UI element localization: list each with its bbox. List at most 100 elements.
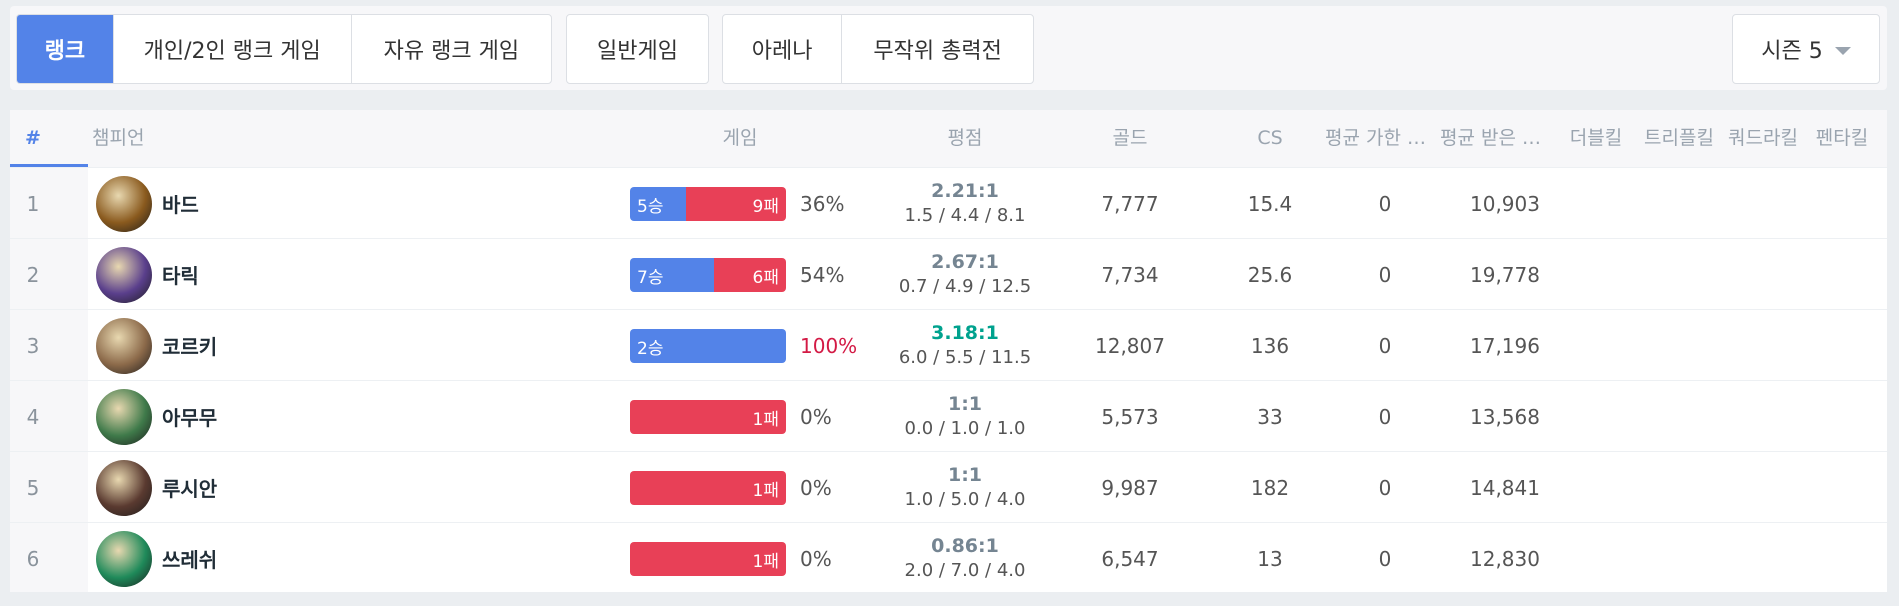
- cs-value: 136: [1250, 333, 1290, 358]
- col-cs[interactable]: CS: [1257, 127, 1283, 149]
- kda-detail: 0.7 / 4.9 / 12.5: [898, 276, 1032, 297]
- kda-ratio: 2.21:1: [931, 180, 999, 202]
- gold-value: 7,734: [1101, 262, 1159, 287]
- col-games[interactable]: 게임: [722, 127, 758, 149]
- damage-taken-value: 19,778: [1470, 262, 1540, 287]
- col-num[interactable]: #: [25, 127, 41, 149]
- row-rank: 4: [26, 404, 40, 429]
- gold-value: 5,573: [1101, 404, 1159, 429]
- win-rate: 36%: [800, 191, 845, 216]
- champion-stats-table: # 챔피언 게임 평점 골드 CS 평균 가한 피해량 평균 받은 피해량 더블…: [10, 110, 1887, 592]
- row-rank: 6: [26, 546, 40, 571]
- kda-detail: 2.0 / 7.0 / 4.0: [904, 560, 1026, 581]
- table-row[interactable]: 1 바드 5승 9패 36% 2.21:1 1.5 / 4.4 / 8.1 7,…: [10, 167, 1887, 238]
- champion-cell[interactable]: 쓰레쉬: [96, 523, 217, 594]
- champion-name: 코르키: [162, 335, 218, 359]
- col-double-kill[interactable]: 더블킬: [1569, 127, 1623, 149]
- col-quadra-kill[interactable]: 쿼드라킬: [1728, 127, 1798, 149]
- col-champion[interactable]: 챔피언: [92, 127, 145, 149]
- season-select[interactable]: 시즌 5: [1732, 14, 1880, 84]
- table-row[interactable]: 4 아무무 1패 0% 1:1 0.0 / 1.0 / 1.0 5,573 33…: [10, 380, 1887, 451]
- damage-dealt-value: 0: [1378, 333, 1392, 358]
- damage-dealt-value: 0: [1378, 475, 1392, 500]
- tab-arena[interactable]: 아레나: [723, 15, 843, 83]
- cs-value: 15.4: [1247, 191, 1293, 216]
- row-rank: 2: [26, 262, 40, 287]
- loss-count: 6패: [714, 258, 786, 292]
- table-row[interactable]: 5 루시안 1패 0% 1:1 1.0 / 5.0 / 4.0 9,987 18…: [10, 451, 1887, 522]
- damage-dealt-value: 0: [1378, 404, 1392, 429]
- queue-filter-bar: 랭크 개인/2인 랭크 게임 자유 랭크 게임 일반게임 아레나 무작위 총력전…: [10, 6, 1887, 90]
- champion-cell[interactable]: 아무무: [96, 381, 217, 452]
- mode-tab-group: 아레나 무작위 총력전: [722, 14, 1034, 84]
- win-loss-bar: 1패: [630, 542, 786, 576]
- cs-value: 182: [1250, 475, 1290, 500]
- win-loss-bar: 1패: [630, 471, 786, 505]
- table-row[interactable]: 3 코르키 2승 100% 3.18:1 6.0 / 5.5 / 11.5 12…: [10, 309, 1887, 380]
- lucian-avatar: [96, 459, 152, 516]
- kda-cell: 2.21:1 1.5 / 4.4 / 8.1: [870, 168, 1060, 239]
- kda-detail: 0.0 / 1.0 / 1.0: [904, 418, 1026, 439]
- normal-tab-group: 일반게임: [566, 14, 709, 84]
- loss-count: 1패: [630, 400, 786, 434]
- kda-ratio: 1:1: [947, 393, 983, 415]
- win-loss-bar: 5승 9패: [630, 187, 786, 221]
- tab-flex[interactable]: 자유 랭크 게임: [383, 39, 520, 64]
- win-rate: 0%: [800, 404, 832, 429]
- kda-detail: 1.0 / 5.0 / 4.0: [904, 489, 1026, 510]
- col-damage-dealt[interactable]: 평균 가한 피해량: [1325, 127, 1437, 149]
- kda-cell: 0.86:1 2.0 / 7.0 / 4.0: [870, 523, 1060, 594]
- champion-name: 바드: [162, 193, 199, 217]
- win-count: 7승: [630, 258, 714, 292]
- win-loss-bar: 7승 6패: [630, 258, 786, 292]
- chevron-down-icon: [1834, 46, 1851, 55]
- thresh-avatar: [96, 530, 152, 587]
- kda-ratio: 2.67:1: [931, 251, 999, 273]
- tab-solo-duo[interactable]: 개인/2인 랭크 게임: [114, 15, 352, 83]
- kda-cell: 1:1 0.0 / 1.0 / 1.0: [870, 381, 1060, 452]
- tab-ranked[interactable]: 랭크: [17, 15, 114, 83]
- champion-cell[interactable]: 코르키: [96, 310, 217, 381]
- win-rate: 100%: [800, 333, 858, 358]
- champion-cell[interactable]: 루시안: [96, 452, 217, 523]
- ranked-tab-group: 랭크 개인/2인 랭크 게임 자유 랭크 게임: [16, 14, 552, 84]
- damage-dealt-value: 0: [1378, 546, 1392, 571]
- champion-name: 아무무: [162, 406, 218, 430]
- table-header: # 챔피언 게임 평점 골드 CS 평균 가한 피해량 평균 받은 피해량 더블…: [10, 110, 1887, 167]
- tab-aram[interactable]: 무작위 총력전: [873, 39, 1002, 64]
- tab-normal[interactable]: 일반게임: [597, 39, 678, 64]
- damage-taken-value: 14,841: [1470, 475, 1540, 500]
- rank-column-bg: [10, 167, 88, 592]
- gold-value: 7,777: [1101, 191, 1159, 216]
- damage-dealt-value: 0: [1378, 262, 1392, 287]
- sort-indicator: [10, 164, 88, 167]
- gold-value: 6,547: [1101, 546, 1159, 571]
- kda-cell: 3.18:1 6.0 / 5.5 / 11.5: [870, 310, 1060, 381]
- table-row[interactable]: 2 타릭 7승 6패 54% 2.67:1 0.7 / 4.9 / 12.5 7…: [10, 238, 1887, 309]
- col-penta-kill[interactable]: 펜타킬: [1815, 127, 1869, 149]
- win-loss-bar: 2승: [630, 329, 786, 363]
- champion-cell[interactable]: 타릭: [96, 239, 199, 310]
- row-rank: 1: [26, 191, 40, 216]
- gold-value: 12,807: [1095, 333, 1165, 358]
- win-count: 2승: [630, 329, 786, 363]
- col-damage-taken[interactable]: 평균 받은 피해량: [1440, 127, 1552, 149]
- kda-ratio: 1:1: [947, 464, 983, 486]
- damage-taken-value: 10,903: [1470, 191, 1540, 216]
- gold-value: 9,987: [1101, 475, 1159, 500]
- bard-avatar: [96, 175, 152, 232]
- col-kda[interactable]: 평점: [947, 127, 983, 149]
- damage-taken-value: 12,830: [1470, 546, 1540, 571]
- champion-cell[interactable]: 바드: [96, 168, 199, 239]
- col-triple-kill[interactable]: 트리플킬: [1644, 127, 1714, 149]
- kda-cell: 2.67:1 0.7 / 4.9 / 12.5: [870, 239, 1060, 310]
- corki-avatar: [96, 317, 152, 374]
- cs-value: 25.6: [1247, 262, 1293, 287]
- win-count: 5승: [630, 187, 686, 221]
- win-loss-bar: 1패: [630, 400, 786, 434]
- col-gold[interactable]: 골드: [1112, 127, 1148, 149]
- row-rank: 5: [26, 475, 40, 500]
- damage-taken-value: 17,196: [1470, 333, 1540, 358]
- kda-detail: 6.0 / 5.5 / 11.5: [898, 347, 1032, 368]
- table-row[interactable]: 6 쓰레쉬 1패 0% 0.86:1 2.0 / 7.0 / 4.0 6,547…: [10, 522, 1887, 593]
